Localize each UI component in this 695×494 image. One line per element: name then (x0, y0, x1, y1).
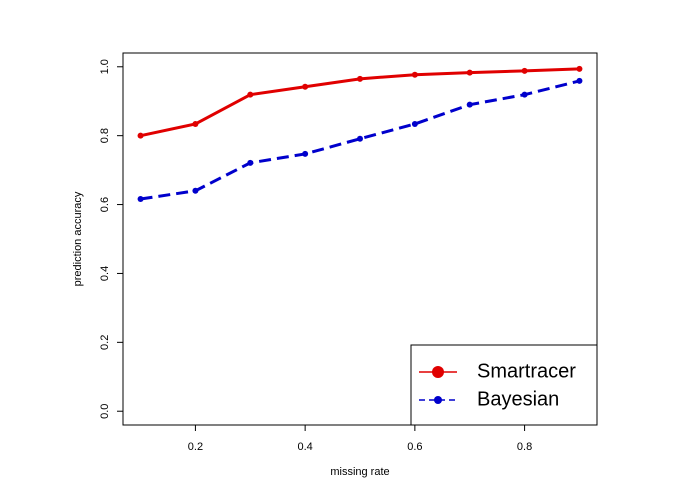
point (192, 187, 199, 194)
point (302, 83, 309, 90)
point (357, 135, 363, 142)
point (357, 75, 363, 82)
y-axis-label: prediction accuracy (72, 191, 84, 286)
x-tick-label: 0.8 (517, 441, 532, 453)
point (192, 120, 199, 127)
point (411, 71, 418, 78)
point (466, 101, 473, 108)
point (137, 132, 144, 139)
legend-box (410, 344, 598, 426)
plot-frame (122, 52, 598, 426)
x-tick-label: 0.2 (188, 441, 203, 453)
legend-marker (434, 396, 442, 404)
x-axis-label: missing rate (330, 466, 389, 478)
point (411, 120, 418, 127)
point (247, 91, 254, 98)
point (247, 159, 254, 166)
series-line (140, 79, 580, 201)
x-tick-label: 0.6 (407, 441, 422, 453)
legend-label: Bayesian (477, 388, 559, 410)
point (137, 196, 144, 203)
y-tick-label: 0.6 (99, 197, 111, 212)
point (576, 65, 583, 72)
y-tick-label: 0.0 (99, 404, 111, 419)
y-tick-label: 0.4 (99, 266, 111, 281)
legend-label: Smartracer (477, 360, 576, 382)
y-tick-label: 0.2 (99, 335, 111, 350)
point (576, 77, 583, 84)
point (466, 69, 473, 76)
point (521, 67, 528, 74)
y-tick-label: 1.0 (99, 59, 111, 74)
y-tick-label: 0.8 (99, 128, 111, 143)
x-tick-label: 0.4 (297, 441, 312, 453)
point (521, 91, 528, 98)
point (302, 150, 309, 157)
legend-marker (432, 366, 444, 378)
